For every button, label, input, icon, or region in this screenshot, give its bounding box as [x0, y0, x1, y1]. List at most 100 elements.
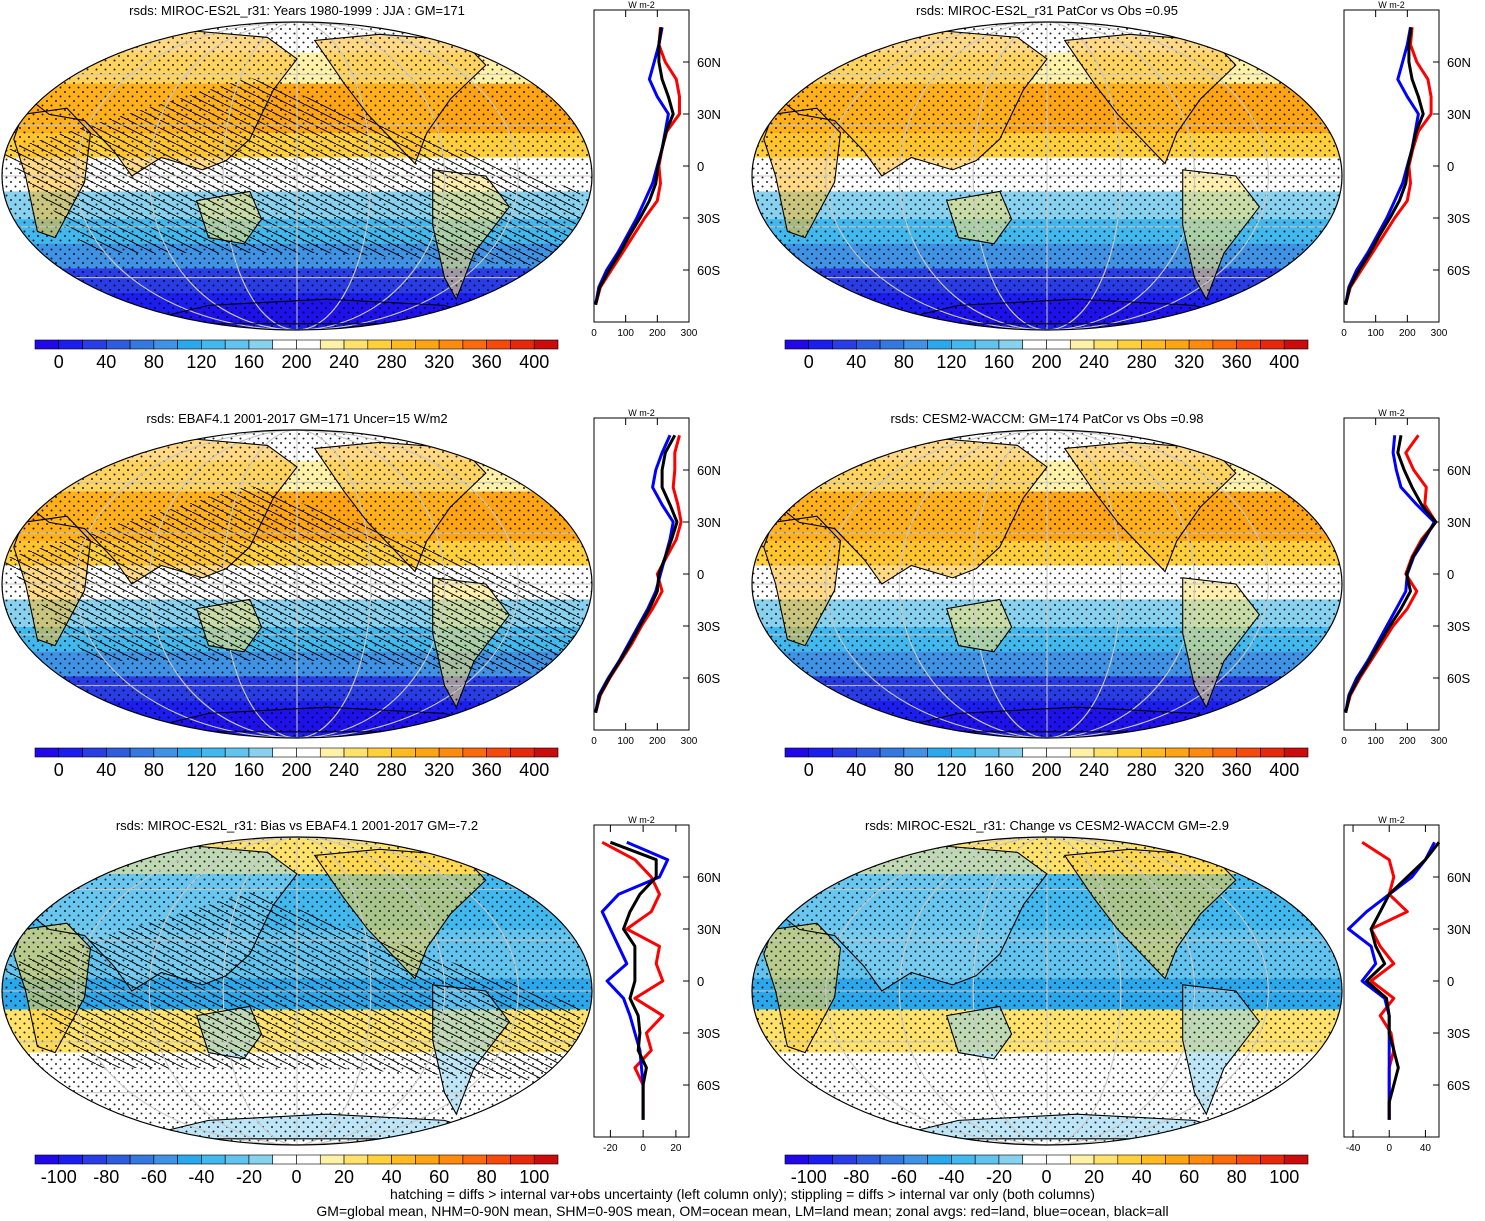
- colorbar-swatch: [486, 747, 511, 758]
- colorbar-swatch: [462, 339, 487, 350]
- colorbar-swatch: [533, 747, 559, 758]
- profile-x-tick-label: 40: [1420, 1143, 1432, 1154]
- colorbar-swatch: [201, 1154, 226, 1165]
- colorbar-label: 80: [144, 760, 164, 780]
- profile-y-tick-label: 30S: [1447, 211, 1470, 226]
- colorbar-swatch: [224, 339, 250, 350]
- map-outline: [751, 21, 1343, 331]
- colorbar-label: 0: [54, 760, 64, 780]
- coastline: [763, 922, 842, 1054]
- colorbar-swatch: [319, 339, 345, 350]
- colorbar-swatch: [1069, 747, 1095, 758]
- colorbar-swatch: [153, 339, 178, 350]
- colorbar-label: 60: [1179, 1167, 1199, 1187]
- colorbar-swatch: [1141, 747, 1166, 758]
- colorbar-label: 360: [472, 352, 502, 372]
- profile-y-tick-label: 0: [697, 974, 704, 989]
- colorbar-label: 40: [846, 352, 866, 372]
- colorbar-label: 20: [1084, 1167, 1104, 1187]
- colorbar-swatch: [343, 339, 369, 350]
- colorbar-swatch: [1212, 339, 1237, 350]
- colorbar-swatch: [343, 747, 369, 758]
- map-outline: [1, 836, 593, 1146]
- map-field: [2, 430, 592, 738]
- colorbar-label: 40: [96, 352, 116, 372]
- colorbar-swatch: [58, 1154, 83, 1165]
- colorbar-swatch: [998, 747, 1024, 758]
- map-field: [2, 22, 592, 330]
- colorbar-swatch: [1165, 339, 1190, 350]
- colorbar-swatch: [1117, 747, 1142, 758]
- land-patch: [444, 25, 492, 47]
- colorbar-swatch: [391, 339, 416, 350]
- colorbar-label: 80: [1227, 1167, 1247, 1187]
- profile-y-tick-label: 60N: [1447, 55, 1471, 70]
- profile-y-tick-label: 30S: [697, 619, 720, 634]
- colorbar-swatch: [272, 339, 297, 350]
- colorbar-label: -100: [41, 1167, 77, 1187]
- colorbar-swatch: [1260, 1154, 1285, 1165]
- profile-unit: W m-2: [1378, 408, 1405, 418]
- coastline: [432, 984, 511, 1116]
- colorbar-label: 280: [377, 760, 407, 780]
- colorbar-swatch: [224, 747, 250, 758]
- colorbar-swatch: [951, 339, 976, 350]
- profile-unit: W m-2: [628, 815, 655, 825]
- coastline: [945, 598, 1013, 653]
- profile-series-line: [1344, 435, 1438, 714]
- profile-y-tick-label: 0: [1447, 159, 1454, 174]
- colorbar-label: 160: [984, 760, 1014, 780]
- colorbar-swatch: [1212, 1154, 1237, 1165]
- colorbar-swatch: [927, 1154, 952, 1165]
- coastline: [195, 1005, 263, 1060]
- colorbar-label: 400: [519, 352, 549, 372]
- colorbar-swatch: [248, 747, 274, 758]
- colorbar-swatch: [784, 339, 810, 350]
- colorbar-swatch: [1117, 1154, 1142, 1165]
- colorbar-label: -80: [93, 1167, 119, 1187]
- coastline: [945, 190, 1013, 245]
- colorbar-label: 200: [1031, 760, 1061, 780]
- colorbar-swatch: [391, 1154, 416, 1165]
- colorbar-swatch: [34, 747, 60, 758]
- colorbar-swatch: [1093, 339, 1119, 350]
- colorbar-label: 0: [804, 760, 814, 780]
- colorbar-swatch: [415, 747, 440, 758]
- profile-x-tick-label: 0: [1341, 736, 1347, 747]
- colorbar-swatch: [272, 747, 297, 758]
- panel-1: rsds: MIROC-ES2L_r31: Years 1980-1999 : …: [1, 0, 721, 372]
- colorbar-label: 320: [424, 352, 454, 372]
- profile-y-tick-label: 60S: [697, 671, 720, 686]
- colorbar-swatch: [1022, 1154, 1047, 1165]
- profile-unit: W m-2: [628, 408, 655, 418]
- land-patch: [444, 840, 492, 862]
- colorbar-swatch: [951, 1154, 976, 1165]
- profile-y-tick-label: 30N: [1447, 515, 1471, 530]
- colorbar-label: 400: [519, 760, 549, 780]
- profile-x-tick-label: 0: [1341, 328, 1347, 339]
- colorbar-label: 200: [281, 760, 311, 780]
- colorbar-swatch: [153, 1154, 178, 1165]
- colorbar-swatch: [1093, 1154, 1119, 1165]
- colorbar-label: 40: [1132, 1167, 1152, 1187]
- colorbar-label: 80: [144, 352, 164, 372]
- colorbar-swatch: [856, 1154, 881, 1165]
- colorbar-label: 160: [234, 760, 264, 780]
- colorbar-swatch: [58, 747, 83, 758]
- colorbar-swatch: [879, 747, 905, 758]
- colorbar-label: 100: [519, 1167, 549, 1187]
- colorbar-swatch: [510, 339, 535, 350]
- colorbar-swatch: [1283, 1154, 1309, 1165]
- coastline: [763, 515, 842, 647]
- profile-y-tick-label: 60N: [697, 870, 721, 885]
- colorbar-swatch: [248, 339, 274, 350]
- profile-series-line: [601, 840, 665, 1120]
- colorbar-swatch: [903, 339, 928, 350]
- colorbar-swatch: [415, 339, 440, 350]
- colorbar-swatch: [903, 1154, 928, 1165]
- colorbar-label: 0: [804, 352, 814, 372]
- profile-series-line: [600, 840, 670, 1120]
- colorbar-swatch: [438, 747, 464, 758]
- colorbar-label: -60: [891, 1167, 917, 1187]
- colorbar-label: 80: [477, 1167, 497, 1187]
